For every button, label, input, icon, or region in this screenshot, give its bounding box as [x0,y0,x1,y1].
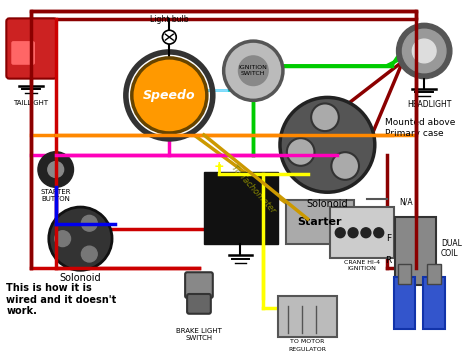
Circle shape [132,58,207,133]
Text: F: F [386,234,392,243]
FancyBboxPatch shape [423,277,445,329]
Circle shape [163,30,176,44]
Circle shape [224,41,283,100]
Text: HEADLIGHT: HEADLIGHT [407,100,451,109]
Circle shape [374,228,383,238]
Circle shape [361,228,371,238]
Circle shape [348,228,358,238]
Text: REGULATOR: REGULATOR [289,347,327,352]
FancyBboxPatch shape [330,207,393,258]
Circle shape [49,207,112,270]
Circle shape [331,152,359,180]
Text: Mounted above
Primary case: Mounted above Primary case [385,118,455,138]
FancyBboxPatch shape [11,41,35,65]
Circle shape [82,246,97,262]
Circle shape [402,29,446,73]
Text: N/A: N/A [400,197,413,206]
FancyBboxPatch shape [6,18,57,78]
FancyBboxPatch shape [394,217,436,285]
Text: -: - [253,159,258,173]
Text: TAILLIGHT: TAILLIGHT [13,100,49,106]
Text: R: R [385,256,392,265]
Text: Speedo: Speedo [143,89,196,102]
Circle shape [48,162,64,178]
FancyBboxPatch shape [398,264,411,284]
Circle shape [397,23,452,78]
FancyBboxPatch shape [286,200,354,244]
Text: DUAL
COIL: DUAL COIL [441,239,462,258]
FancyBboxPatch shape [427,264,441,284]
Circle shape [280,97,375,192]
Circle shape [412,39,436,63]
Circle shape [287,138,315,166]
Text: Light bulb: Light bulb [150,15,189,24]
FancyBboxPatch shape [278,296,337,338]
Text: BRAKE LIGHT
SWITCH: BRAKE LIGHT SWITCH [176,328,222,340]
Text: +: + [214,159,224,173]
Circle shape [38,152,73,187]
Text: STARTER
BUTTON: STARTER BUTTON [40,189,71,202]
Circle shape [82,215,97,231]
Circle shape [55,231,71,247]
Text: IGNITION
SWITCH: IGNITION SWITCH [239,65,268,76]
FancyBboxPatch shape [393,277,415,329]
Text: CRANE HI-4
IGNITION: CRANE HI-4 IGNITION [344,261,380,271]
Text: Solonoid: Solonoid [60,273,101,283]
Text: This is how it is
wired and it doesn't
work.: This is how it is wired and it doesn't w… [6,283,117,316]
Text: TO MOTOR: TO MOTOR [291,339,325,344]
Text: Solonoid: Solonoid [307,199,348,209]
FancyBboxPatch shape [185,272,213,298]
Circle shape [311,103,339,131]
Text: Starter: Starter [297,217,342,227]
Text: To Tachometer: To Tachometer [229,163,277,215]
Circle shape [335,228,345,238]
FancyBboxPatch shape [204,173,278,244]
FancyBboxPatch shape [187,294,211,314]
Circle shape [238,56,268,86]
